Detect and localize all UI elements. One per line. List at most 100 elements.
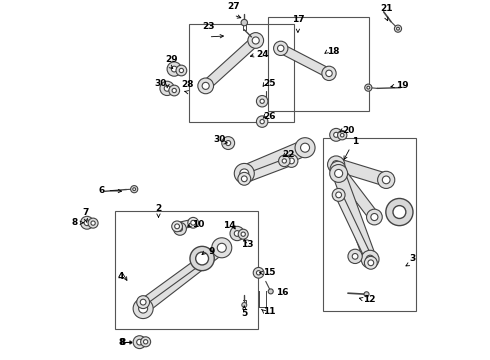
Text: 23: 23 [202, 22, 215, 31]
Text: 8: 8 [71, 218, 77, 227]
Circle shape [273, 41, 288, 55]
Circle shape [256, 116, 268, 127]
Polygon shape [141, 256, 204, 305]
Circle shape [330, 161, 346, 177]
Text: 10: 10 [192, 220, 204, 229]
Circle shape [176, 65, 187, 76]
Circle shape [240, 169, 249, 178]
Circle shape [133, 298, 153, 319]
Circle shape [277, 45, 284, 51]
Circle shape [164, 86, 170, 91]
Circle shape [174, 224, 179, 229]
Circle shape [393, 206, 406, 219]
Text: 17: 17 [292, 15, 304, 24]
Circle shape [234, 231, 240, 237]
Circle shape [167, 62, 181, 76]
Text: 2: 2 [155, 204, 162, 213]
Circle shape [279, 155, 290, 167]
Text: 8→: 8→ [119, 338, 132, 347]
Circle shape [172, 88, 176, 93]
Circle shape [268, 289, 273, 294]
Circle shape [289, 158, 294, 164]
Circle shape [386, 198, 413, 226]
Text: 28: 28 [181, 80, 194, 89]
Circle shape [144, 339, 148, 344]
Text: 22: 22 [282, 150, 295, 159]
Text: 26: 26 [263, 112, 275, 121]
Polygon shape [334, 166, 379, 220]
Text: 30: 30 [213, 135, 225, 144]
Circle shape [131, 186, 138, 193]
Text: 30: 30 [155, 79, 167, 88]
Circle shape [238, 172, 251, 185]
Circle shape [137, 296, 149, 309]
Circle shape [139, 304, 147, 313]
Text: 13: 13 [241, 240, 253, 249]
Circle shape [198, 78, 214, 94]
Text: 20: 20 [343, 126, 355, 135]
Circle shape [252, 37, 259, 44]
Circle shape [394, 25, 402, 32]
Polygon shape [279, 44, 331, 77]
Circle shape [248, 33, 264, 48]
Circle shape [396, 27, 399, 30]
Polygon shape [176, 219, 194, 230]
Text: 6: 6 [98, 186, 104, 195]
Circle shape [241, 19, 247, 26]
Circle shape [352, 253, 358, 259]
Circle shape [202, 82, 209, 89]
Circle shape [322, 66, 336, 81]
Circle shape [242, 176, 247, 182]
Circle shape [365, 84, 372, 91]
Circle shape [300, 143, 310, 152]
Circle shape [137, 339, 143, 345]
Circle shape [256, 95, 268, 107]
Text: 12: 12 [363, 295, 376, 304]
Circle shape [212, 238, 232, 258]
Text: 29: 29 [166, 55, 178, 64]
Circle shape [364, 292, 369, 297]
Circle shape [378, 171, 395, 188]
Circle shape [361, 250, 379, 268]
Text: 21: 21 [380, 4, 392, 13]
Circle shape [234, 163, 254, 184]
Circle shape [365, 256, 377, 269]
Circle shape [191, 220, 196, 225]
Circle shape [222, 137, 235, 149]
Polygon shape [140, 243, 225, 313]
Text: 8→: 8→ [120, 338, 133, 347]
Bar [115, 211, 258, 329]
Text: 3: 3 [409, 254, 416, 263]
Circle shape [84, 220, 90, 226]
Circle shape [260, 120, 264, 124]
Circle shape [242, 302, 247, 307]
Circle shape [334, 132, 339, 137]
Polygon shape [243, 157, 293, 183]
Circle shape [326, 70, 332, 77]
Circle shape [196, 253, 209, 266]
Circle shape [226, 140, 231, 145]
Text: 25: 25 [263, 79, 275, 88]
Polygon shape [334, 158, 388, 186]
Circle shape [253, 267, 264, 278]
Circle shape [330, 129, 343, 141]
Text: 11: 11 [263, 307, 275, 316]
Circle shape [334, 166, 342, 173]
Circle shape [190, 246, 214, 271]
Circle shape [238, 229, 248, 239]
Circle shape [260, 99, 264, 103]
Text: 7: 7 [83, 208, 89, 217]
Circle shape [335, 170, 343, 177]
Circle shape [199, 256, 205, 262]
Circle shape [88, 218, 98, 228]
Circle shape [341, 134, 344, 137]
Circle shape [332, 188, 345, 201]
Bar [268, 17, 369, 111]
Circle shape [141, 337, 150, 347]
Circle shape [172, 221, 182, 232]
Polygon shape [202, 37, 259, 90]
Circle shape [196, 252, 209, 265]
Circle shape [173, 222, 186, 235]
Circle shape [367, 209, 382, 225]
Circle shape [133, 188, 136, 190]
